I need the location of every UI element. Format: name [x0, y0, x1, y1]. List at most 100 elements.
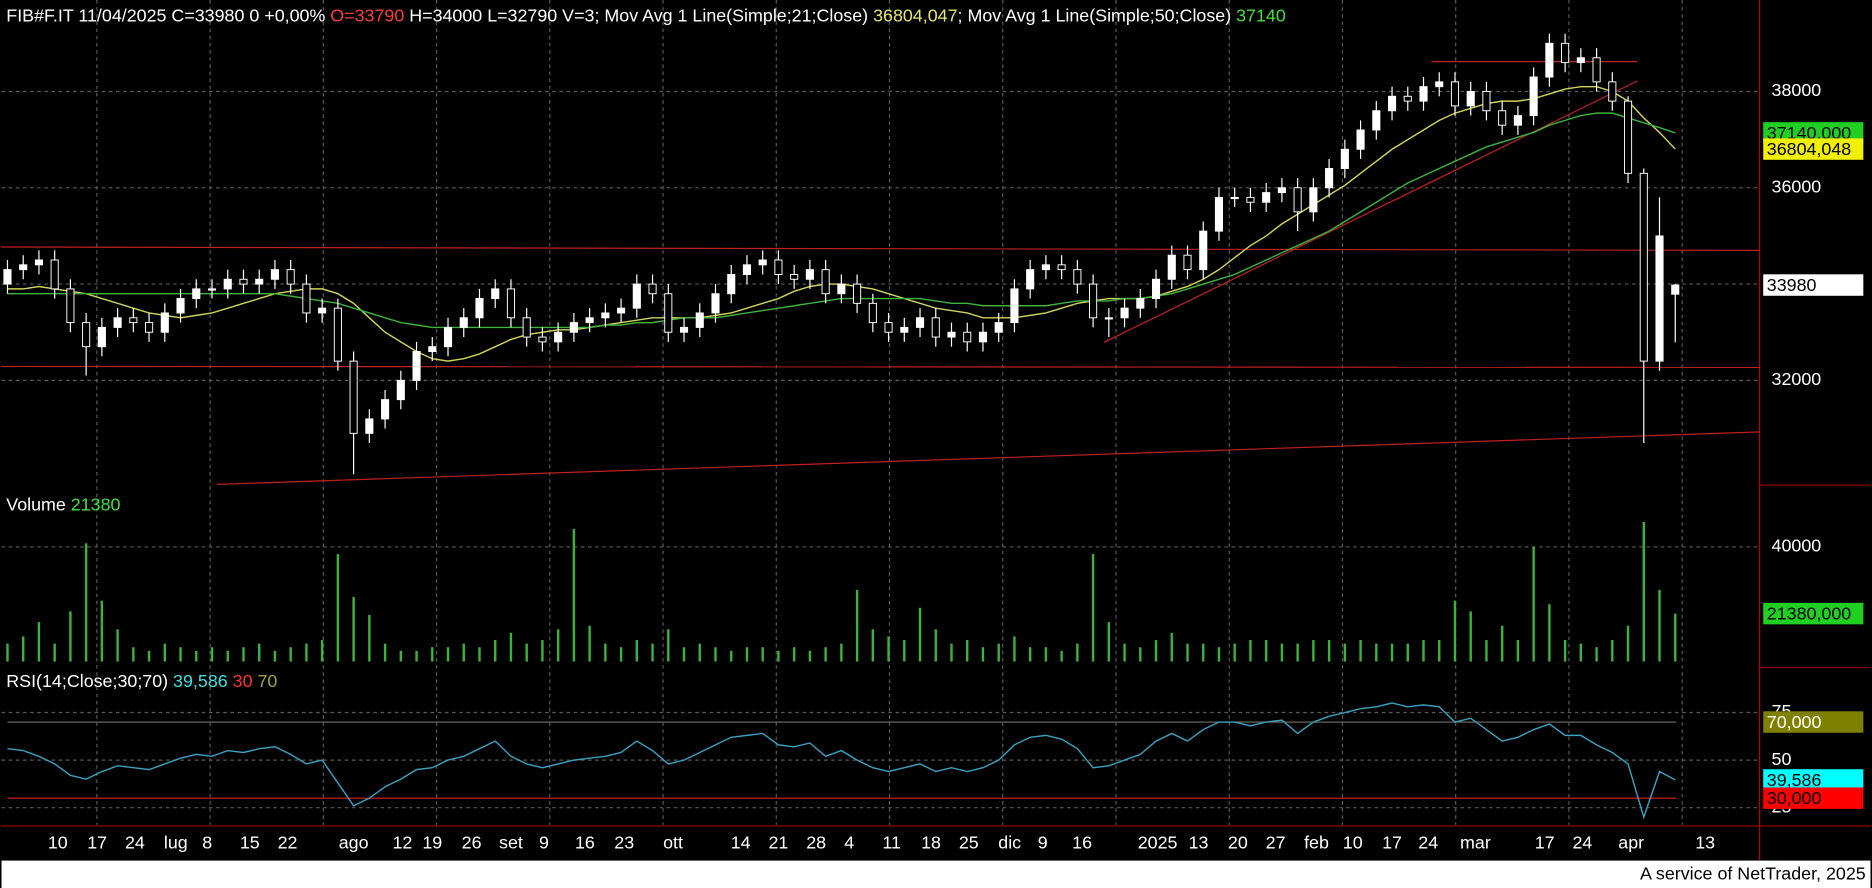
- vertical-grid: [96, 0, 1683, 825]
- volume-bar: [1296, 643, 1299, 662]
- volume-bar: [918, 607, 922, 662]
- label-segment: 30: [233, 671, 258, 691]
- candle-body: [1513, 115, 1522, 126]
- candle-body: [1309, 187, 1318, 213]
- volume-bar: [305, 643, 308, 662]
- panel-title: Volume 21380: [6, 494, 120, 514]
- volume-bar: [415, 650, 418, 662]
- candle-body: [664, 293, 673, 333]
- candle-body: [884, 322, 893, 333]
- label-segment: H=34000 L=32790 V=3: [404, 5, 594, 25]
- candle-body: [223, 278, 232, 290]
- candle-body: [82, 322, 91, 348]
- trend-line: [1, 246, 1761, 251]
- volume-bar: [667, 629, 670, 662]
- volume-bar: [179, 647, 182, 662]
- candle-body: [396, 379, 405, 401]
- candle-body: [538, 336, 547, 343]
- x-tick-label: 24: [125, 833, 145, 853]
- y-tick-label: 50: [1772, 749, 1792, 769]
- candle-body: [632, 283, 641, 309]
- volume-bar: [1532, 546, 1535, 662]
- candle-body: [522, 317, 531, 338]
- candle-body: [1576, 57, 1585, 64]
- candle-body: [1136, 298, 1145, 309]
- volume-bar: [1406, 643, 1409, 662]
- candle-body: [758, 259, 767, 266]
- volume-bar: [399, 650, 403, 662]
- volume-bar: [69, 611, 72, 662]
- candle-body: [1120, 307, 1129, 319]
- volume-bar: [1312, 640, 1315, 662]
- candle-body: [695, 312, 704, 328]
- volume-bar: [1264, 640, 1268, 662]
- candle-body: [727, 273, 736, 295]
- volume-bar: [651, 643, 654, 662]
- candle-body: [1639, 172, 1648, 362]
- label-segment: 36804,047: [873, 5, 957, 25]
- label-segment: ; Mov Avg 1 Line(Simple;50;Close): [958, 5, 1237, 25]
- candle-body: [931, 317, 940, 338]
- candle-body: [349, 360, 358, 434]
- x-tick-label: ott: [663, 833, 683, 853]
- volume-bar: [698, 643, 701, 662]
- candle-body: [821, 269, 830, 295]
- label-segment: O=33790: [330, 5, 404, 25]
- volume-bar: [714, 647, 717, 662]
- candle-body: [1623, 100, 1633, 174]
- volume-bar: [997, 643, 1000, 662]
- candle-body: [900, 326, 909, 333]
- candle-body: [207, 288, 217, 291]
- candle-body: [255, 278, 264, 285]
- candle-body: [774, 259, 783, 275]
- candle-body: [585, 317, 594, 324]
- candle-body: [239, 278, 248, 285]
- candle-body: [506, 288, 516, 319]
- candle-body: [1151, 278, 1161, 300]
- value-box-label: 33980: [1767, 275, 1817, 295]
- candle-body: [1230, 196, 1239, 200]
- x-tick-label: 14: [731, 833, 751, 853]
- value-box-label: 36804,048: [1767, 139, 1851, 159]
- x-tick-label: 13: [1695, 833, 1715, 853]
- candle-body: [1214, 196, 1224, 232]
- label-segment: 39,586: [173, 671, 233, 691]
- candle-body: [1608, 81, 1617, 102]
- x-tick-label: 23: [614, 833, 634, 853]
- candle-body: [1199, 230, 1208, 271]
- candle-body: [1041, 264, 1050, 271]
- value-box-label: 21380,000: [1767, 604, 1851, 624]
- volume-bar: [887, 636, 890, 662]
- rsi-line: [7, 702, 1676, 820]
- candle-body: [270, 269, 279, 280]
- x-tick-label: 18: [921, 833, 941, 853]
- volume-bar: [855, 589, 859, 662]
- candle-body: [1403, 95, 1412, 102]
- candle-body: [1498, 110, 1507, 126]
- candle-body: [129, 317, 138, 324]
- label-segment: ; Mov Avg 1 Line(Simple;21;Close): [594, 5, 873, 25]
- candle-body: [1655, 235, 1664, 362]
- volume-bar: [1107, 622, 1111, 662]
- candle-body: [113, 317, 122, 328]
- x-tick-label: 15: [240, 833, 260, 853]
- candle-body: [3, 269, 12, 285]
- x-tick-label: set: [499, 833, 523, 853]
- candle-body: [1356, 129, 1365, 150]
- footer-text: A service of NetTrader, 2025: [1640, 864, 1866, 884]
- volume-bar: [1626, 625, 1630, 662]
- candle-body: [1010, 288, 1019, 324]
- volume-bar: [431, 647, 434, 662]
- volume-bar: [1658, 589, 1661, 662]
- candle-body: [19, 264, 28, 271]
- candle-body: [790, 273, 799, 280]
- candle-body: [1089, 283, 1098, 319]
- x-tick-label: feb: [1304, 833, 1329, 853]
- volume-bar: [1674, 613, 1677, 662]
- volume-bar: [619, 647, 623, 662]
- candle-body: [459, 317, 468, 328]
- volume-bar: [840, 643, 843, 662]
- candle-body: [412, 351, 421, 381]
